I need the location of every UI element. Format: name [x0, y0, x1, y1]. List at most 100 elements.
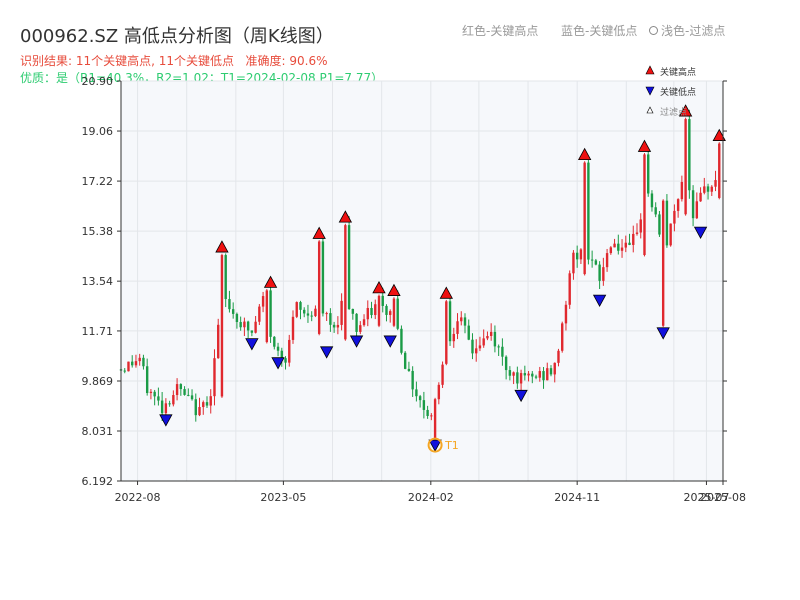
candle-body	[575, 252, 579, 260]
candle-body	[557, 350, 560, 363]
candle-body	[392, 298, 396, 326]
legend-low-icon	[645, 86, 655, 96]
candle-body	[691, 190, 695, 219]
candle-body	[568, 273, 571, 305]
candle-body	[194, 399, 197, 416]
t1-label: T1	[444, 439, 459, 452]
candle-body	[489, 331, 493, 336]
candle-body	[632, 233, 635, 245]
candle-body	[280, 350, 283, 359]
candle-body	[239, 322, 242, 328]
key-low-marker	[271, 357, 285, 370]
candle-body	[504, 356, 508, 371]
candle-body	[617, 243, 620, 251]
candle-body	[456, 321, 459, 334]
candle-body	[475, 348, 478, 354]
key-high-marker	[338, 210, 353, 223]
x-tick-label: 2025-07	[683, 491, 729, 504]
x-tick-label: 2023-05	[260, 491, 306, 504]
candle-body	[546, 368, 549, 381]
candle-body	[665, 200, 669, 246]
legend-high-label: 关键高点	[660, 66, 696, 78]
candle-body	[549, 368, 553, 375]
key-low-marker	[319, 346, 334, 359]
candle-body	[370, 307, 373, 316]
candle-body	[482, 338, 485, 346]
legend-light-filtered: 浅色-过滤点	[649, 22, 725, 39]
candle-body	[478, 345, 482, 349]
axes: 6.192 8.031 9.869 11.71 13.54 15.38 17.22 19.06…	[82, 75, 746, 504]
candle-body	[131, 361, 134, 366]
result-label: 识别结果:	[20, 54, 73, 68]
candle-body	[306, 313, 310, 316]
candle-body	[400, 328, 403, 353]
candle-body	[572, 252, 575, 274]
y-tick-label: 11.71	[82, 325, 114, 338]
candle-body	[344, 225, 347, 340]
candle-body	[205, 402, 209, 406]
y-tick-label: 8.031	[82, 425, 114, 438]
legend-red-high: 红色-关键高点	[462, 24, 539, 38]
candle-body	[220, 255, 224, 397]
candle-body	[553, 362, 556, 375]
candle-body	[512, 372, 515, 376]
candle-body	[602, 267, 605, 281]
candle-body	[718, 143, 721, 198]
candle-body	[217, 324, 220, 359]
grid-lines	[121, 80, 724, 482]
candle-body	[134, 361, 138, 366]
candle-body	[235, 313, 239, 323]
candle-body	[138, 357, 141, 362]
candle-body	[288, 339, 291, 363]
candle-body	[583, 162, 586, 275]
candle-body	[246, 321, 250, 331]
candle-body	[202, 402, 205, 408]
legend-light-filtered-label: 浅色-过滤点	[661, 24, 726, 38]
markers: T1	[159, 104, 726, 453]
candle-body	[224, 255, 227, 300]
candle-body	[355, 313, 358, 332]
candle-body	[463, 317, 467, 326]
candle-body	[538, 371, 541, 378]
candle-body	[321, 241, 325, 314]
key-low-marker	[383, 335, 397, 348]
candle-body	[153, 391, 156, 397]
y-tick-label: 9.869	[82, 375, 114, 388]
candle-body	[299, 302, 302, 310]
candle-body	[661, 200, 665, 326]
key-high-marker	[387, 283, 401, 296]
candle-body	[445, 301, 448, 364]
candle-body	[628, 242, 631, 245]
key-high-marker	[263, 275, 278, 288]
key-low-marker	[693, 226, 708, 239]
circle-icon	[649, 26, 658, 35]
candle-body	[523, 373, 527, 376]
legend-filtered-icon	[646, 106, 654, 114]
candle-body	[620, 247, 624, 251]
candle-body	[291, 316, 295, 340]
candle-body	[643, 154, 646, 256]
candle-body	[351, 308, 355, 314]
candle-body	[127, 361, 130, 372]
candle-body	[673, 210, 676, 224]
candle-body	[531, 373, 534, 377]
candle-body	[519, 373, 523, 384]
candle-body	[258, 306, 261, 322]
candle-body	[250, 330, 254, 333]
x-tick-label: 2024-02	[408, 491, 454, 504]
candle-body	[654, 207, 657, 215]
key-low-marker	[514, 389, 528, 403]
candle-body	[403, 352, 407, 369]
key-high-marker	[678, 104, 693, 117]
y-tick-label: 15.38	[82, 225, 114, 238]
key-high-marker	[312, 226, 326, 239]
candle-body	[168, 403, 171, 405]
candle-body	[381, 295, 384, 306]
candle-body	[164, 403, 168, 414]
key-low-marker	[592, 294, 607, 307]
candle-body	[422, 400, 426, 410]
candle-body	[377, 295, 381, 326]
key-low-marker	[349, 335, 364, 348]
candle-body	[265, 290, 269, 343]
